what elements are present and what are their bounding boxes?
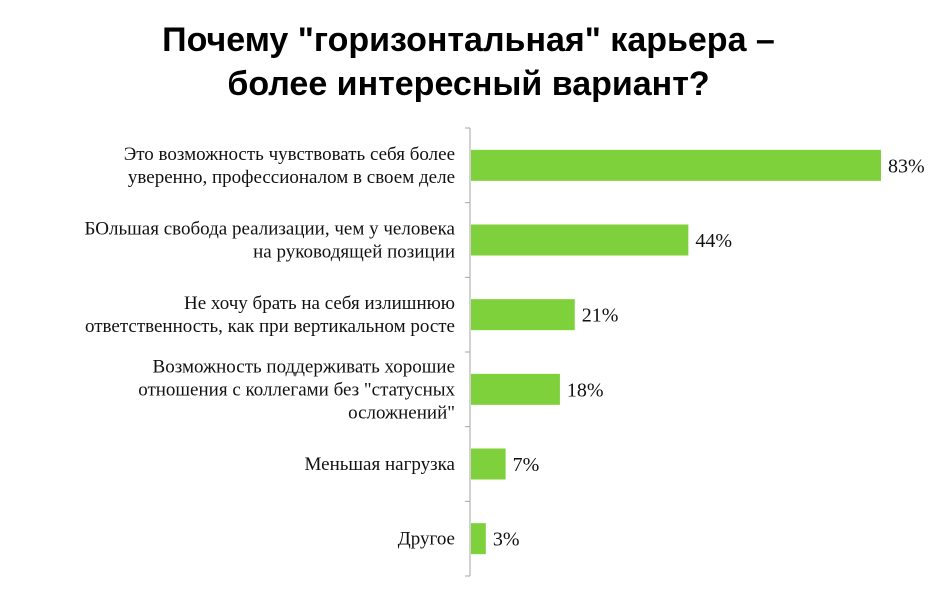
category-label-line: Не хочу брать на себя излишнюю <box>184 293 455 314</box>
category-label-line: БОльшая свобода реализации, чем у челове… <box>85 219 456 240</box>
value-label-1: 83% <box>888 155 925 177</box>
category-label-2: БОльшая свобода реализации, чем у челове… <box>85 219 456 263</box>
category-label-line: Это возможность чувствовать себя более <box>124 144 455 165</box>
category-label-line: на руководящей позиции <box>253 242 455 263</box>
category-label-line: уверенно, профессионалом в своем деле <box>128 167 455 188</box>
value-label-5: 7% <box>513 454 540 476</box>
bar-layer <box>471 149 881 555</box>
category-label-line: Меньшая нагрузка <box>305 454 456 475</box>
value-label-3: 21% <box>582 305 619 327</box>
bar-2 <box>471 224 689 256</box>
chart-title-line-1: Почему "горизонтальная" карьера – <box>162 21 775 59</box>
category-label-line: осложнений" <box>348 402 455 423</box>
axis-layer <box>465 127 471 577</box>
chart-title-line-2: более интересный вариант? <box>227 65 710 103</box>
bar-1 <box>471 149 881 181</box>
category-label-5: Меньшая нагрузка <box>305 454 456 475</box>
category-label-4: Возможность поддерживать хорошиеотношени… <box>138 356 455 423</box>
bar-3 <box>471 299 575 331</box>
category-label-line: Возможность поддерживать хорошие <box>153 356 455 377</box>
category-label-1: Это возможность чувствовать себя болееув… <box>124 144 455 188</box>
value-label-6: 3% <box>493 529 520 551</box>
value-label-4: 18% <box>567 379 604 401</box>
bar-6 <box>471 523 486 555</box>
category-label-6: Другое <box>398 529 455 550</box>
category-label-3: Не хочу брать на себя излишнююответствен… <box>85 293 455 337</box>
category-label-line: ответственность, как при вертикальном ро… <box>85 316 455 337</box>
bar-4 <box>471 373 560 405</box>
category-label-line: отношения с коллегами без "статусных <box>138 379 455 400</box>
bar-5 <box>471 448 506 480</box>
category-label-line: Другое <box>398 529 455 550</box>
label-layer: 83% Это возможность чувствовать себя боле… <box>85 144 925 551</box>
value-label-2: 44% <box>695 230 732 252</box>
chart-title: Почему "горизонтальная" карьера – более … <box>0 18 937 106</box>
